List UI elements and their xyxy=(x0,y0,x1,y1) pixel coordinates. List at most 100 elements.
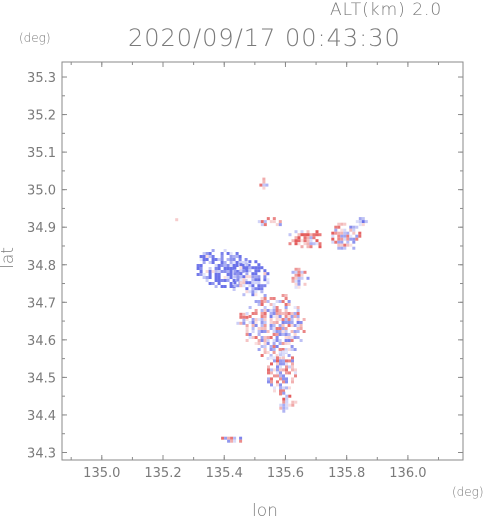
heatmap-cell xyxy=(309,239,313,243)
heatmap-cell xyxy=(263,272,267,276)
heatmap-cell xyxy=(259,183,263,187)
heatmap-cell xyxy=(260,345,264,348)
heatmap-cell xyxy=(211,261,215,264)
heatmap-cell xyxy=(302,318,306,321)
heatmap-cell xyxy=(248,315,252,318)
heatmap-cell xyxy=(272,309,276,312)
heatmap-cell xyxy=(236,284,240,288)
heatmap-cell xyxy=(285,368,288,372)
heatmap-cell xyxy=(276,356,279,360)
heatmap-cell xyxy=(355,234,359,238)
heatmap-cell xyxy=(275,354,279,357)
heatmap-cell xyxy=(254,342,258,345)
heatmap-cell xyxy=(254,260,258,264)
heatmap-cell xyxy=(297,279,301,283)
heatmap-cell xyxy=(331,240,335,244)
heatmap-cell xyxy=(223,267,227,270)
heatmap-cell xyxy=(266,281,270,285)
heatmap-cell xyxy=(223,285,227,288)
heatmap-cell xyxy=(275,309,279,312)
heatmap-cell xyxy=(337,246,341,250)
heatmap-cell xyxy=(254,281,258,285)
heatmap-cell xyxy=(291,403,295,407)
y-tick-label: 35.0 xyxy=(27,184,56,199)
heatmap-cell xyxy=(248,284,252,288)
heatmap-cell xyxy=(199,267,203,270)
heatmap-cell xyxy=(248,281,252,285)
heatmap-cell xyxy=(278,315,282,318)
heatmap-cell xyxy=(272,217,276,221)
heatmap-cell xyxy=(318,233,322,237)
heatmap-cell xyxy=(276,368,279,372)
heatmap-cell xyxy=(254,312,258,315)
heatmap-cell xyxy=(242,321,246,325)
heatmap-cell xyxy=(229,282,233,285)
heatmap-cell xyxy=(282,380,285,384)
heatmap-cell xyxy=(220,258,224,261)
heatmap-cell xyxy=(254,275,258,279)
heatmap-cell xyxy=(217,273,221,276)
heatmap-cell xyxy=(291,362,294,366)
heatmap-cell xyxy=(279,377,282,381)
heatmap-cell xyxy=(281,330,285,333)
heatmap-cell xyxy=(297,267,301,271)
heatmap-cell xyxy=(275,333,279,336)
heatmap-cell xyxy=(275,306,279,309)
heatmap-cell xyxy=(270,356,273,360)
heatmap-cell xyxy=(235,264,239,267)
heatmap-cell xyxy=(275,327,279,330)
heatmap-cell xyxy=(229,285,233,288)
heatmap-cell xyxy=(226,273,230,276)
heatmap-cell xyxy=(220,252,224,255)
heatmap-cell xyxy=(293,306,297,309)
heatmap-cell xyxy=(303,270,307,274)
heatmap-cell xyxy=(232,255,236,258)
heatmap-cell xyxy=(284,309,288,312)
heatmap-cell xyxy=(309,233,313,237)
altitude-label: ALT(km) 2.0 xyxy=(330,0,443,20)
heatmap-cell xyxy=(266,278,270,282)
heatmap-cell xyxy=(242,312,246,316)
heatmap-cell xyxy=(343,228,347,232)
heatmap-cell xyxy=(239,439,243,443)
heatmap-cell xyxy=(272,220,276,224)
heatmap-cell xyxy=(266,357,270,360)
heatmap-cell xyxy=(340,222,344,226)
heatmap-cell xyxy=(245,312,249,315)
heatmap-cell xyxy=(278,333,282,336)
heatmap-cell xyxy=(276,362,279,366)
heatmap-cell xyxy=(306,242,310,246)
heatmap-cell xyxy=(257,339,261,342)
heatmap-cell xyxy=(288,371,291,375)
heatmap-cell xyxy=(175,218,179,222)
heatmap-cell xyxy=(226,270,230,273)
heatmap-cell xyxy=(273,368,276,372)
heatmap-cell xyxy=(245,333,249,336)
heatmap-cell xyxy=(217,276,221,279)
heatmap-cell xyxy=(245,281,249,285)
heatmap-cell xyxy=(214,279,218,282)
heatmap-cell xyxy=(282,403,286,407)
heatmap-cell xyxy=(239,278,243,282)
heatmap-cell xyxy=(273,374,276,378)
heatmap-cell xyxy=(223,276,227,279)
heatmap-cell xyxy=(279,368,282,372)
heatmap-cell xyxy=(257,287,261,291)
heatmap-cell xyxy=(297,233,301,237)
heatmap-cell xyxy=(285,400,289,404)
heatmap-cell xyxy=(269,312,273,315)
heatmap-cell xyxy=(275,315,279,318)
heatmap-cell xyxy=(282,353,285,357)
heatmap-cell xyxy=(220,279,224,282)
heatmap-cell xyxy=(267,365,270,369)
heatmap-cell xyxy=(315,230,319,234)
heatmap-cell xyxy=(257,284,261,288)
heatmap-cell xyxy=(263,315,267,318)
heatmap-cell xyxy=(245,272,249,276)
heatmap-cell xyxy=(355,237,359,241)
heatmap-cell xyxy=(230,436,234,440)
heatmap-cell xyxy=(331,234,335,238)
heatmap-cell xyxy=(296,318,300,321)
heatmap-cell xyxy=(275,318,279,321)
heatmap-cell xyxy=(260,287,264,291)
